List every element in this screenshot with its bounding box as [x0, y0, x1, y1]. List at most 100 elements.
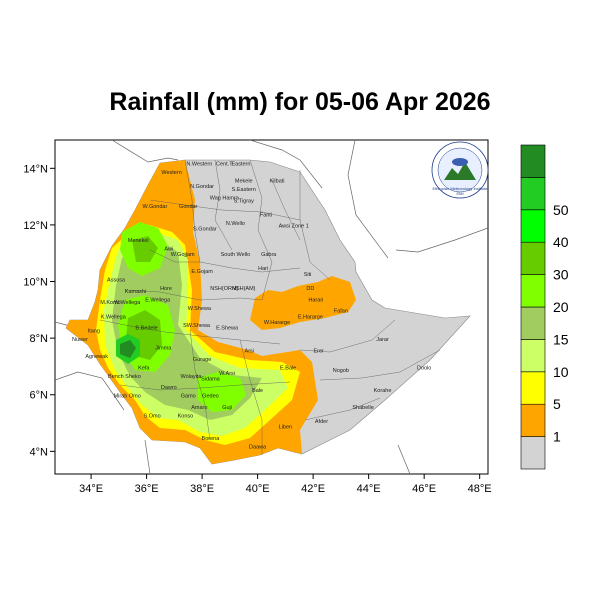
x-tick-label: 40°E [246, 483, 270, 495]
region-label: Nuwer [72, 337, 88, 343]
colorbar-label: 5 [553, 396, 561, 412]
region-label: N.Gondar [190, 184, 214, 190]
region-label: Jarar [376, 337, 389, 343]
region-label: Agnewak [85, 354, 108, 360]
region-label: Cent.T [216, 161, 233, 167]
x-axis: 34°E 36°E 38°E 40°E 42°E 44°E 46°E 48°E [79, 474, 492, 495]
region-label: Eastern [231, 161, 250, 167]
x-tick-label: 38°E [190, 483, 214, 495]
region-label: Mekele [235, 178, 253, 184]
x-tick-label: 44°E [357, 483, 381, 495]
rain-zone-30-40 [132, 236, 158, 262]
region-label: Harari [308, 297, 323, 303]
neighbour-borders [55, 140, 488, 474]
colorbar-swatch [520, 241, 546, 275]
colorbar-label: 10 [553, 364, 569, 380]
rain-zone-20-30-rift [198, 372, 246, 412]
region-label: Hore [160, 286, 172, 292]
rain-zone-east-highlands [250, 276, 356, 330]
region-label: W.Wellega [114, 300, 141, 306]
region-label: E.Bale [280, 365, 296, 371]
mountain-icon [444, 162, 476, 180]
region-label: Borena [202, 436, 221, 442]
region-label: Assosa [107, 278, 126, 284]
y-tick-label: 6°N [30, 390, 49, 402]
region-label: S.Tigray [234, 198, 255, 204]
region-label: N.Western [186, 161, 212, 167]
region-label: E.Wellega [145, 297, 171, 303]
region-label: W.Gondar [143, 204, 168, 210]
region-label: Gedeo [202, 394, 219, 400]
region-label: NSH(AM) [232, 286, 256, 292]
x-tick-label: 48°E [468, 483, 492, 495]
region-label: DD [306, 286, 314, 292]
region-label: Mirab Omo [114, 394, 141, 400]
region-label: Menekel [128, 238, 149, 244]
region-label: Western [161, 170, 181, 176]
colorbar-swatch [520, 306, 546, 340]
region-label: Nogob [333, 368, 349, 374]
region-label: M.Komo [100, 300, 120, 306]
region-label: N.Wello [226, 221, 245, 227]
colorbar-label: 1 [553, 429, 561, 445]
region-label: Itang [88, 328, 100, 334]
region-label: Afder [315, 419, 328, 425]
region-label: Bench Sheko [108, 374, 141, 380]
region-label: Daawa [249, 445, 267, 451]
region-label: Fafan [334, 309, 348, 315]
region-label: Hari [258, 266, 268, 272]
region-label: Kamashi [125, 289, 146, 295]
y-tick-label: 14°N [23, 163, 48, 175]
region-label: Awsi Zone 1 [279, 224, 309, 230]
colorbar-swatch [520, 274, 546, 308]
colorbar-swatch [520, 209, 546, 243]
colorbar-swatch [520, 371, 546, 405]
region-label: E.Hararge [298, 314, 323, 320]
map-title: Rainfall (mm) for 05-06 Apr 2026 [109, 88, 491, 116]
region-label: Gabra [261, 252, 277, 258]
colorbar-label: 15 [553, 331, 569, 347]
region-label: Gamo [181, 394, 196, 400]
region-label: S.Omo [144, 413, 161, 419]
cloud-icon [452, 158, 468, 166]
x-tick-label: 46°E [412, 483, 436, 495]
region-label: E.Gojam [191, 269, 213, 275]
region-label: Shabelle [352, 405, 373, 411]
colorbar-swatch [520, 339, 546, 373]
logo-caption: Ethiopian Meteorology Institute [433, 186, 489, 191]
colorbar-label: 20 [553, 299, 569, 315]
region-label: Arsi [245, 348, 254, 354]
region-label: Bale [252, 388, 263, 394]
y-tick-label: 4°N [30, 446, 49, 458]
region-label: Awi [164, 246, 173, 252]
y-tick-label: 8°N [30, 333, 49, 345]
region-label: W.Shewa [188, 306, 212, 312]
region-label: Fanti [260, 212, 272, 218]
region-label: Gurage [193, 357, 211, 363]
region-label: Konso [178, 413, 194, 419]
region-label: Sidama [201, 377, 221, 383]
y-axis: 14°N 12°N 10°N 8°N 6°N 4°N [23, 163, 55, 458]
region-label: Doolo [417, 365, 431, 371]
y-tick-label: 10°N [23, 277, 48, 289]
region-label: Amaro [191, 405, 207, 411]
region-label: S.Gondar [193, 227, 217, 233]
region-label: Wolayita [181, 374, 203, 380]
region-label: Gondar [179, 204, 198, 210]
region-label: S.Eastern [232, 187, 256, 193]
colorbar-label: 50 [553, 202, 569, 218]
region-label: Dawro [161, 385, 177, 391]
region-label: Kilbati [270, 178, 285, 184]
region-label: Korahe [374, 388, 392, 394]
x-tick-label: 36°E [135, 483, 159, 495]
region-label: W.Hararge [264, 320, 290, 326]
region-label: SW.Shewa [183, 323, 211, 329]
colorbar-label: 30 [553, 267, 569, 283]
colorbar-swatch [520, 177, 546, 211]
colorbar-label: 40 [553, 234, 569, 250]
y-tick-label: 12°N [23, 220, 48, 232]
region-label: W.Arsi [219, 371, 235, 377]
region-label: NSH(ORM) [210, 286, 238, 292]
